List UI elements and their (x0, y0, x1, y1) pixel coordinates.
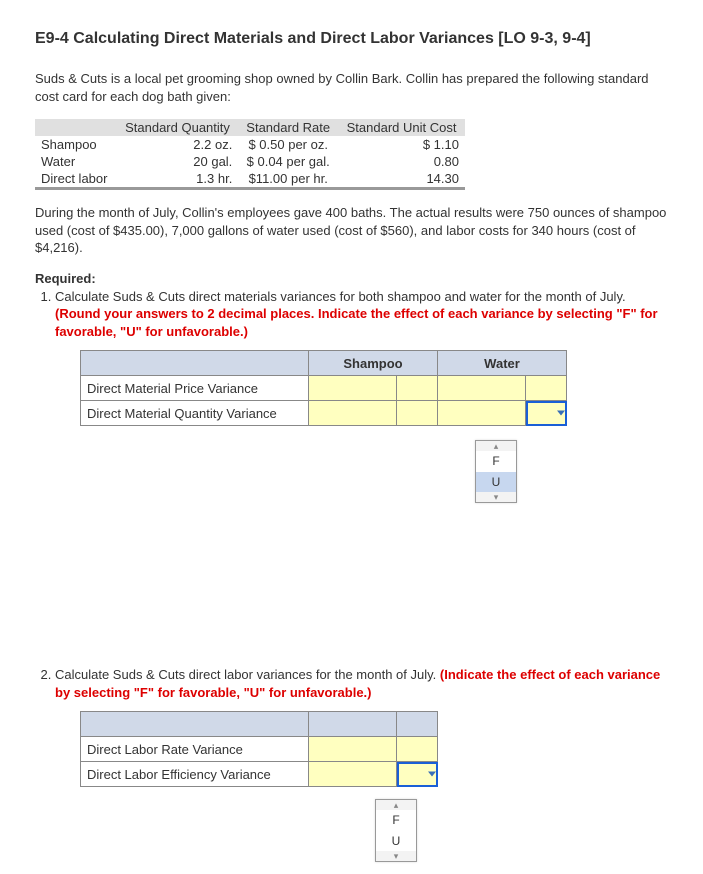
labor-eff-fu-select[interactable] (397, 762, 438, 787)
labor-variance-table: Direct Labor Rate Variance Direct Labor … (80, 711, 438, 787)
chevron-down-icon (557, 411, 565, 416)
fu-dropdown-list[interactable]: ▴ F U ▾ (375, 799, 417, 861)
chevron-down-icon (428, 772, 436, 777)
labor-eff-variance-input[interactable] (309, 762, 397, 787)
cost-card-header-qty: Standard Quantity (117, 119, 239, 136)
shampoo-qty-variance-input[interactable] (309, 401, 397, 426)
scroll-down-icon: ▾ (376, 851, 416, 861)
labor-rate-variance-input[interactable] (309, 737, 397, 762)
scroll-down-icon: ▾ (476, 492, 516, 502)
cost-row-rate: $ 0.04 per gal. (238, 153, 338, 170)
dropdown-option-u[interactable]: U (376, 831, 416, 851)
standard-cost-card-table: Standard Quantity Standard Rate Standard… (35, 119, 465, 190)
water-qty-fu-select[interactable] (526, 401, 567, 426)
cost-card-header-rate: Standard Rate (238, 119, 338, 136)
col-header-water: Water (438, 351, 567, 376)
cost-row-unit: $ 1.10 (338, 136, 465, 153)
cost-row-name: Water (35, 153, 117, 170)
shampoo-price-fu-select[interactable] (397, 376, 438, 401)
materials-variance-table: Shampoo Water Direct Material Price Vari… (80, 350, 567, 426)
labor-rate-fu-select[interactable] (397, 737, 438, 762)
cost-row-unit: 0.80 (338, 153, 465, 170)
required-label: Required: (35, 271, 668, 286)
cost-row-name: Shampoo (35, 136, 117, 153)
cost-row-qty: 1.3 hr. (117, 170, 239, 189)
row-label: Direct Material Quantity Variance (81, 401, 309, 426)
cost-card-header-unit: Standard Unit Cost (338, 119, 465, 136)
row-label: Direct Labor Efficiency Variance (81, 762, 309, 787)
water-qty-variance-input[interactable] (438, 401, 526, 426)
dropdown-option-f[interactable]: F (476, 451, 516, 471)
requirement-2: Calculate Suds & Cuts direct labor varia… (55, 666, 668, 787)
page-title: E9-4 Calculating Direct Materials and Di… (35, 30, 668, 48)
cost-row-qty: 20 gal. (117, 153, 239, 170)
req2-text: Calculate Suds & Cuts direct labor varia… (55, 667, 436, 682)
scroll-up-icon: ▴ (376, 800, 416, 810)
scenario-paragraph: During the month of July, Collin's emplo… (35, 204, 668, 257)
scroll-up-icon: ▴ (476, 441, 516, 451)
row-label: Direct Labor Rate Variance (81, 737, 309, 762)
water-price-variance-input[interactable] (438, 376, 526, 401)
req1-text: Calculate Suds & Cuts direct materials v… (55, 289, 626, 304)
row-label: Direct Material Price Variance (81, 376, 309, 401)
cost-row-name: Direct labor (35, 170, 117, 189)
cost-row-unit: 14.30 (338, 170, 465, 189)
cost-row-rate: $11.00 per hr. (238, 170, 338, 189)
req1-instruction: (Round your answers to 2 decimal places.… (55, 306, 658, 339)
intro-paragraph: Suds & Cuts is a local pet grooming shop… (35, 70, 668, 105)
fu-dropdown-list[interactable]: ▴ F U ▾ (475, 440, 517, 502)
cost-row-qty: 2.2 oz. (117, 136, 239, 153)
shampoo-price-variance-input[interactable] (309, 376, 397, 401)
shampoo-qty-fu-select[interactable] (397, 401, 438, 426)
cost-row-rate: $ 0.50 per oz. (238, 136, 338, 153)
water-price-fu-select[interactable] (526, 376, 567, 401)
dropdown-option-u[interactable]: U (476, 472, 516, 492)
requirement-1: Calculate Suds & Cuts direct materials v… (55, 288, 668, 427)
col-header-shampoo: Shampoo (309, 351, 438, 376)
dropdown-option-f[interactable]: F (376, 810, 416, 830)
